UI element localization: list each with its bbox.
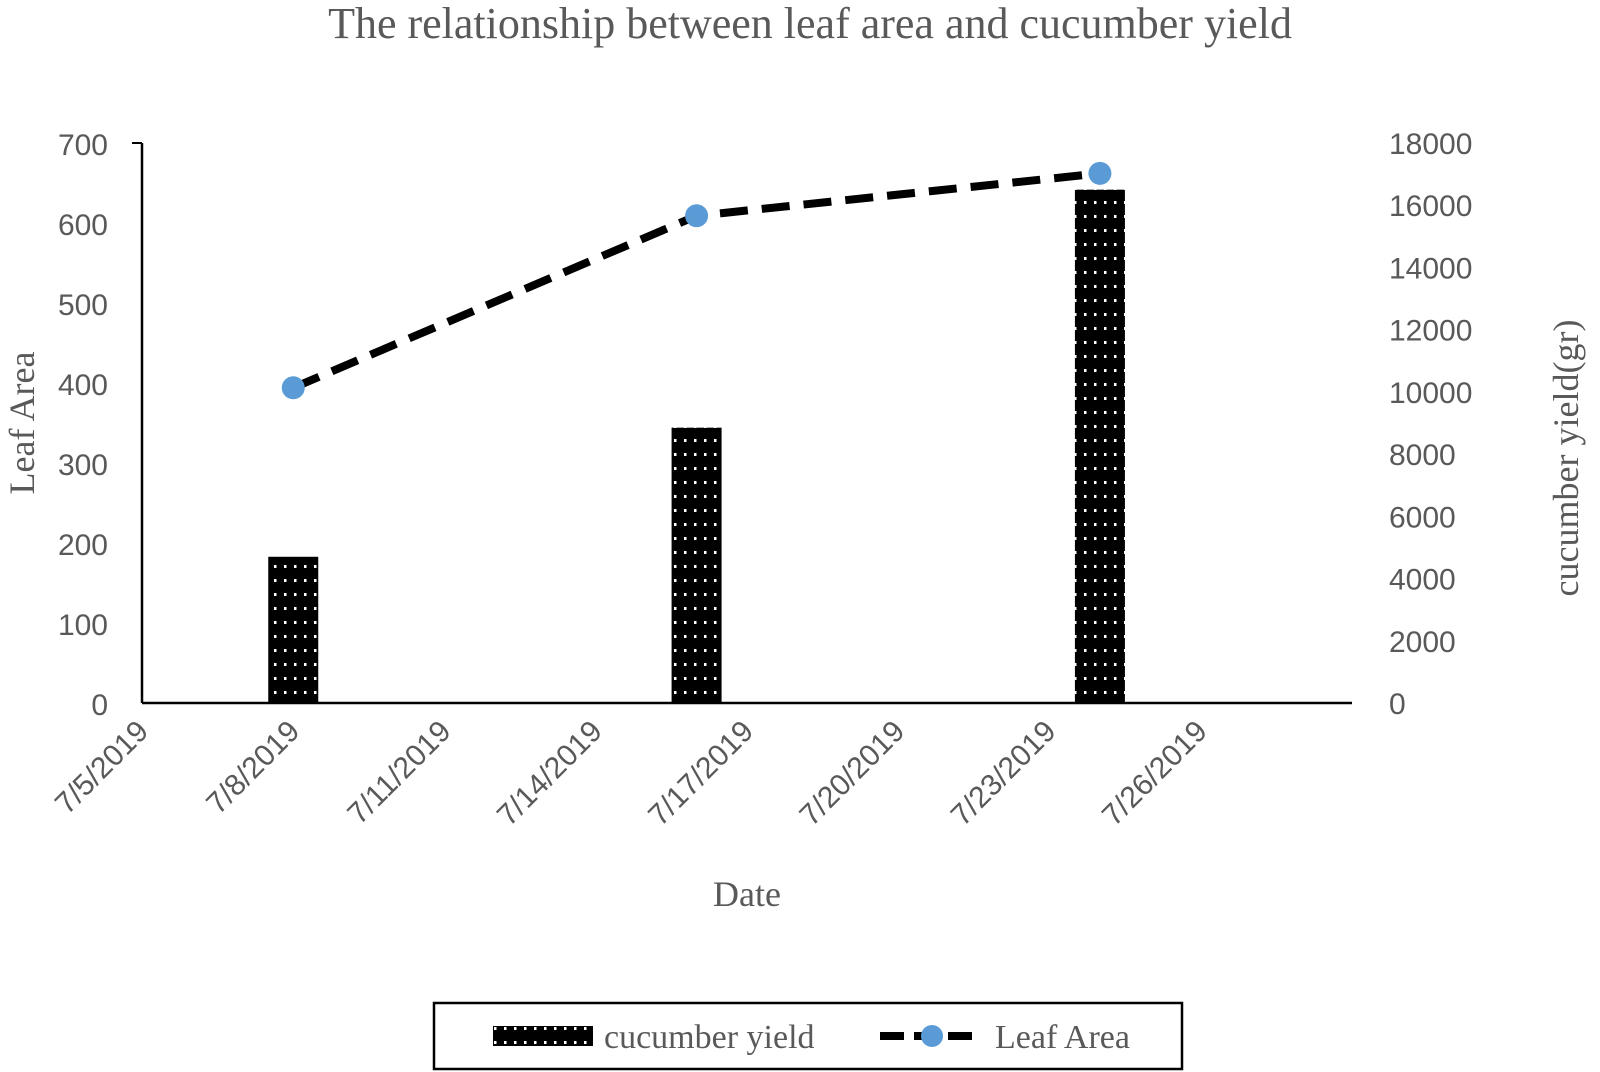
legend: cucumber yield Leaf Area	[432, 1001, 1184, 1071]
x-axis-tick-label: 7/17/2019	[642, 715, 760, 833]
y-axis-left-tick-label: 400	[58, 369, 108, 402]
x-axis-tick-label: 7/23/2019	[945, 715, 1063, 833]
x-axis-tick-label: 7/20/2019	[793, 715, 911, 833]
x-axis-label: Date	[713, 874, 781, 914]
legend-label-leaf-area: Leaf Area	[995, 1019, 1130, 1056]
y-axis-left-tick-labels: 0 100 200 300 400 500 600 700	[58, 129, 108, 722]
y-axis-left-tick-label: 0	[91, 689, 108, 722]
y-axis-right-tick-label: 8000	[1389, 439, 1456, 472]
legend-label-cucumber-yield: cucumber yield	[604, 1019, 815, 1056]
chart-title: The relationship between leaf area and c…	[328, 0, 1292, 48]
y-axis-right-tick-label: 10000	[1389, 377, 1472, 410]
x-axis-tick-label: 7/8/2019	[200, 715, 306, 821]
y-axis-right-tick-label: 6000	[1389, 501, 1456, 534]
marker-leaf-area	[1088, 161, 1112, 185]
y-axis-right-tick-label: 18000	[1389, 128, 1472, 161]
y-axis-left-tick-label: 600	[58, 209, 108, 242]
x-axis-tick-label: 7/11/2019	[341, 715, 457, 831]
line-series	[281, 161, 1112, 400]
marker-leaf-area	[685, 204, 709, 228]
y-axis-left-tick-label: 300	[58, 449, 108, 482]
y-axis-right-label: cucumber yield(gr)	[1546, 320, 1586, 597]
y-axis-right-tick-label: 4000	[1389, 564, 1456, 597]
y-axis-right-tick-label: 12000	[1389, 315, 1472, 348]
marker-leaf-area	[281, 376, 305, 400]
bar-cucumber-yield	[268, 556, 319, 703]
legend-swatch-leaf-area-marker	[921, 1025, 943, 1047]
y-axis-left-tick-label: 500	[58, 289, 108, 322]
bar-cucumber-yield	[671, 427, 722, 703]
bar-series	[268, 189, 1125, 703]
x-axis-tick-label: 7/5/2019	[49, 715, 155, 821]
y-axis-left-tick-label: 700	[58, 129, 108, 162]
y-axis-right-tick-labels: 0 2000 4000 6000 8000 10000 12000 14000 16000 180…	[1389, 128, 1472, 721]
y-axis-left-label: Leaf Area	[2, 352, 42, 495]
x-axis-tick-labels: 7/5/2019 7/8/2019 7/11/2019 7/14/2019 7/17/2…	[49, 715, 1214, 833]
y-axis-right-tick-label: 16000	[1389, 190, 1472, 223]
y-axis-left-tick-label: 200	[58, 529, 108, 562]
x-axis-tick-label: 7/26/2019	[1096, 715, 1214, 833]
y-axis-left-tick-label: 100	[58, 609, 108, 642]
y-axis-right-tick-label: 14000	[1389, 252, 1472, 285]
x-axis-tick-label: 7/14/2019	[491, 715, 609, 833]
legend-swatch-cucumber-yield	[493, 1026, 593, 1046]
y-axis-right-tick-label: 0	[1389, 688, 1406, 721]
bar-cucumber-yield	[1074, 189, 1125, 703]
y-axis-right-tick-label: 2000	[1389, 626, 1456, 659]
